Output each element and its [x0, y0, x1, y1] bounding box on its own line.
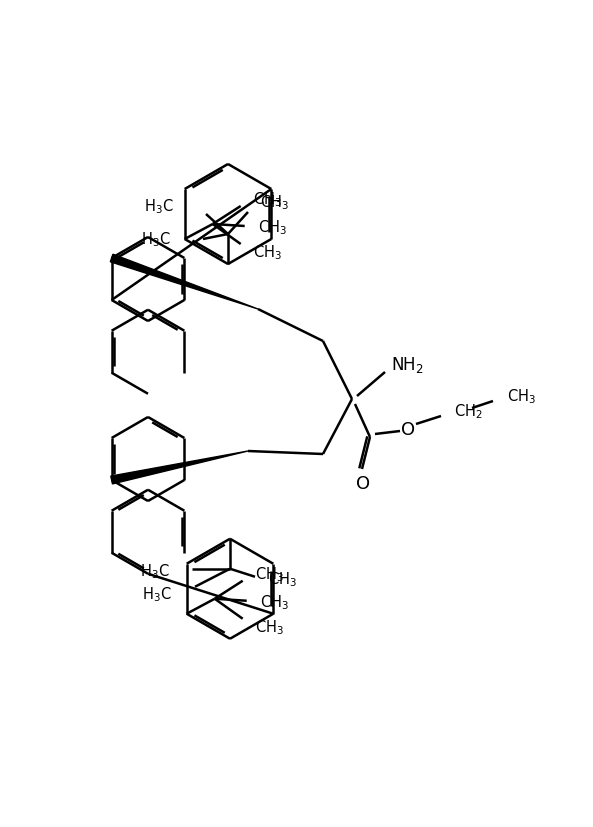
- Text: H$_3$C: H$_3$C: [141, 231, 171, 249]
- Polygon shape: [110, 255, 258, 309]
- Text: O: O: [401, 420, 415, 438]
- Text: CH$_3$: CH$_3$: [255, 565, 283, 583]
- Text: CH$_3$: CH$_3$: [253, 243, 282, 262]
- Text: H$_3$C: H$_3$C: [142, 585, 172, 604]
- Text: CH$_2$: CH$_2$: [454, 402, 483, 421]
- Text: H$_3$C: H$_3$C: [144, 198, 174, 216]
- Text: CH$_3$: CH$_3$: [507, 387, 536, 406]
- Text: CH$_3$: CH$_3$: [260, 593, 289, 611]
- Text: CH$_3$: CH$_3$: [258, 218, 286, 237]
- Polygon shape: [111, 452, 248, 485]
- Text: NH$_2$: NH$_2$: [391, 355, 423, 375]
- Text: CH$_3$: CH$_3$: [260, 194, 289, 212]
- Text: CH$_3$: CH$_3$: [268, 570, 297, 588]
- Text: H$_3$C: H$_3$C: [141, 562, 170, 581]
- Text: O: O: [356, 475, 370, 492]
- Text: CH$_3$: CH$_3$: [253, 190, 282, 209]
- Text: CH$_3$: CH$_3$: [255, 618, 283, 636]
